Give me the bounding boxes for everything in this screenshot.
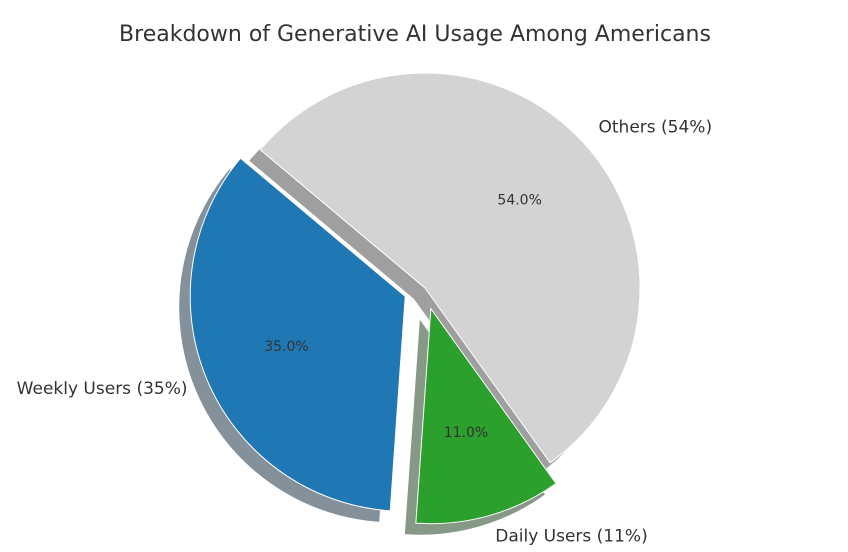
slice	[189, 157, 406, 512]
slice	[259, 72, 641, 464]
value-label: 54.0%	[497, 192, 541, 208]
value-label: 11.0%	[444, 425, 488, 441]
slice-label: Weekly Users (35%)	[17, 379, 188, 399]
slice	[415, 307, 557, 525]
value-label: 35.0%	[264, 339, 308, 355]
chart-title: Breakdown of Generative AI Usage Among A…	[119, 22, 711, 47]
slice-label: Others (54%)	[599, 117, 713, 137]
slice-label: Daily Users (11%)	[495, 526, 647, 546]
